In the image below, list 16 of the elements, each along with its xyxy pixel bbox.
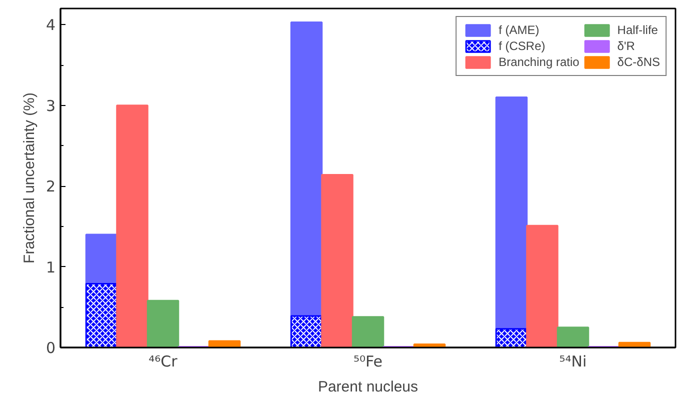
x-tick-label: ⁴⁶Cr [148, 352, 178, 370]
y-tick-label: 3 [46, 96, 56, 115]
legend-label: δ'R [617, 39, 636, 53]
y-tick-label: 0 [46, 339, 56, 357]
legend-label: f (CSRe) [498, 39, 546, 53]
legend-label: f (AME) [498, 23, 540, 37]
y-tick-label: 2 [46, 178, 56, 196]
x-axis-title: Parent nucleus [318, 378, 418, 396]
legend-label: Branching ratio [498, 55, 580, 69]
legend-label: δC-δNS [617, 55, 660, 69]
y-tick-label: 4 [46, 16, 56, 34]
y-axis-title: Fractional uncertainty (%) [20, 92, 38, 264]
y-tick-label: 1 [46, 258, 56, 276]
x-tick-label: ⁵⁰Fe [353, 352, 383, 370]
legend-label: Half-life [617, 23, 658, 37]
x-tick-label: ⁵⁴Ni [559, 352, 587, 370]
